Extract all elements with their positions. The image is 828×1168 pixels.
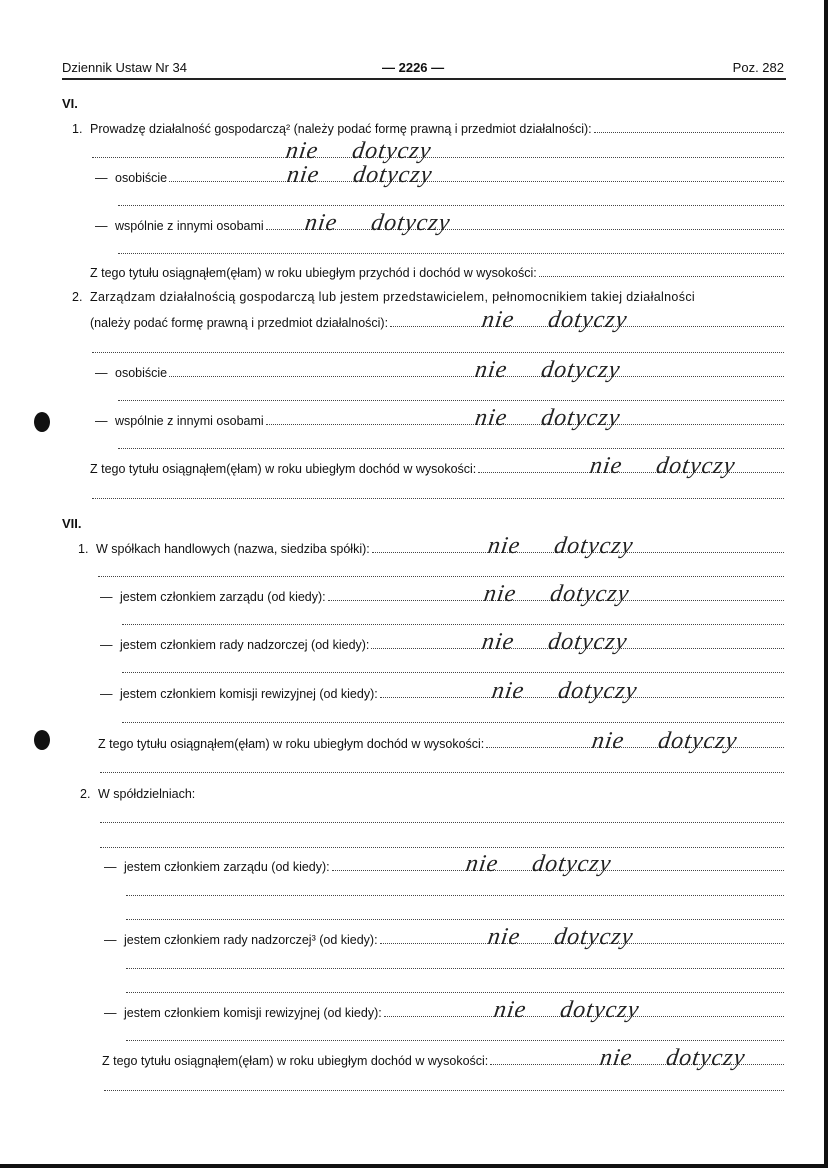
handwritten-answer: nie dotyczy [590, 728, 740, 754]
vi-1-income-row[interactable]: Z tego tytułu osiągnąłem(ęłam) w roku ub… [90, 264, 784, 280]
punch-hole [34, 730, 50, 750]
field-label: Z tego tytułu osiągnąłem(ęłam) w roku ub… [98, 737, 485, 751]
vi-2-personal-row[interactable]: — osobiście nie dotyczy [95, 357, 784, 383]
field-label: W spółdzielniach: [98, 787, 196, 801]
vi-2-income-line[interactable] [90, 486, 784, 502]
handwritten-answer: nie dotyczy [303, 210, 453, 236]
item-number: 1. [72, 122, 83, 136]
handwritten-answer: nie dotyczy [588, 453, 738, 479]
field-label: osobiście [115, 366, 168, 380]
page-number: — 2226 — [382, 60, 445, 75]
vi-2-income-row[interactable]: Z tego tytułu osiągnąłem(ęłam) w roku ub… [90, 453, 784, 479]
header-rule [62, 78, 786, 80]
vii-1-audit-row[interactable]: — jestem członkiem komisji rewizyjnej (od… [100, 678, 784, 704]
vi-1-personal-row[interactable]: — osobiście nie dotyczy [95, 162, 784, 188]
vii-1-line[interactable] [96, 564, 784, 580]
dash: — [95, 219, 108, 233]
dash: — [95, 366, 108, 380]
field-label: jestem członkiem zarządu (od kiedy): [120, 590, 326, 604]
vii-1-row[interactable]: 1. W spółkach handlowych (nazwa, siedzib… [78, 533, 784, 559]
vii-1-board-line[interactable] [120, 612, 784, 628]
vi-2-line[interactable] [90, 340, 784, 356]
vii-1-audit-line[interactable] [120, 710, 784, 726]
field-label: wspólnie z innymi osobami [115, 414, 264, 428]
section-vi-heading: VI. [62, 96, 78, 111]
field-label: jestem członkiem rady nadzorczej³ (od ki… [124, 933, 378, 947]
field-label: Z tego tytułu osiągnąłem(ęłam) w roku ub… [90, 462, 477, 476]
field-label: wspólnie z innymi osobami [115, 219, 264, 233]
field-label: Prowadzę działalność gospodarczą² (należ… [90, 122, 592, 136]
vii-2-board-line[interactable] [124, 907, 784, 923]
dash: — [100, 687, 113, 701]
vi-1-personal-line[interactable] [116, 193, 784, 209]
field-label: Z tego tytułu osiągnąłem(ęłam) w roku ub… [102, 1054, 489, 1068]
vi-2-joint-line[interactable] [116, 436, 784, 452]
vii-1-board-row[interactable]: — jestem członkiem zarządu (od kiedy): ni… [100, 581, 784, 607]
handwritten-answer: nie dotyczy [480, 629, 630, 655]
section-vii-heading: VII. [62, 516, 82, 531]
vii-2-income-line[interactable] [102, 1078, 784, 1094]
handwritten-answer: nie dotyczy [486, 924, 636, 950]
handwritten-answer: nie dotyczy [486, 533, 636, 559]
vii-2-board-line[interactable] [124, 883, 784, 899]
field-label: W spółkach handlowych (nazwa, siedziba s… [96, 542, 370, 556]
dash: — [104, 933, 117, 947]
field-label: jestem członkiem zarządu (od kiedy): [124, 860, 330, 874]
handwritten-answer: nie dotyczy [598, 1045, 748, 1071]
vii-2-row: 2. W spółdzielniach: [80, 785, 784, 801]
vi-1-row[interactable]: 1. Prowadzę działalność gospodarczą² (na… [72, 120, 784, 136]
handwritten-answer: nie dotyczy [492, 997, 642, 1023]
vi-1-line[interactable]: nie dotyczy [90, 138, 784, 164]
handwritten-answer: nie dotyczy [473, 405, 623, 431]
field-label: jestem członkiem komisji rewizyjnej (od … [120, 687, 378, 701]
handwritten-answer: nie dotyczy [285, 162, 435, 188]
vii-2-board-row[interactable]: — jestem członkiem zarządu (od kiedy): ni… [104, 851, 784, 877]
vii-2-income-row[interactable]: Z tego tytułu osiągnąłem(ęłam) w roku ub… [102, 1045, 784, 1071]
dash: — [95, 414, 108, 428]
field-label: jestem członkiem komisji rewizyjnej (od … [124, 1006, 382, 1020]
punch-hole [34, 412, 50, 432]
vii-1-income-row[interactable]: Z tego tytułu osiągnąłem(ęłam) w roku ub… [98, 728, 784, 754]
vi-1-joint-row[interactable]: — wspólnie z innymi osobami nie dotyczy [95, 210, 784, 236]
vii-2-audit-line[interactable] [124, 1028, 784, 1044]
dash: — [104, 1006, 117, 1020]
handwritten-answer: nie dotyczy [284, 138, 434, 164]
vii-1-income-line[interactable] [98, 760, 784, 776]
dash: — [95, 171, 108, 185]
vi-2-row-2[interactable]: (należy podać formę prawną i przedmiot d… [90, 307, 784, 333]
handwritten-answer: nie dotyczy [490, 678, 640, 704]
field-label: jestem członkiem rady nadzorczej (od kie… [120, 638, 370, 652]
vii-2-line[interactable] [98, 810, 784, 826]
field-label: (należy podać formę prawną i przedmiot d… [90, 316, 389, 330]
field-label: Zarządzam działalnością gospodarczą lub … [90, 290, 696, 304]
dash: — [100, 590, 113, 604]
vi-2-joint-row[interactable]: — wspólnie z innymi osobami nie dotyczy [95, 405, 784, 431]
handwritten-answer: nie dotyczy [480, 307, 630, 333]
vii-1-supervisory-line[interactable] [120, 660, 784, 676]
handwritten-answer: nie dotyczy [482, 581, 632, 607]
vi-2-personal-line[interactable] [116, 388, 784, 404]
vi-2-row: 2. Zarządzam działalnością gospodarczą l… [72, 288, 784, 304]
item-number: 1. [78, 542, 89, 556]
vii-1-supervisory-row[interactable]: — jestem członkiem rady nadzorczej (od ki… [100, 629, 784, 655]
handwritten-answer: nie dotyczy [464, 851, 614, 877]
handwritten-answer: nie dotyczy [473, 357, 623, 383]
field-label: osobiście [115, 171, 168, 185]
journal-title: Dziennik Ustaw Nr 34 [62, 60, 187, 75]
item-number: 2. [72, 290, 83, 304]
item-number: 2. [80, 787, 91, 801]
scan-edge-bottom [0, 1164, 828, 1168]
vii-2-supervisory-line[interactable] [124, 980, 784, 996]
scan-edge [824, 0, 828, 1168]
vii-2-supervisory-row[interactable]: — jestem członkiem rady nadzorczej³ (od k… [104, 924, 784, 950]
position-number: Poz. 282 [732, 60, 784, 75]
vii-2-audit-row[interactable]: — jestem członkiem komisji rewizyjnej (od… [104, 997, 784, 1023]
field-label: Z tego tytułu osiągnąłem(ęłam) w roku ub… [90, 266, 537, 280]
vii-2-supervisory-line[interactable] [124, 956, 784, 972]
vi-1-joint-line[interactable] [116, 241, 784, 257]
dash: — [100, 638, 113, 652]
dash: — [104, 860, 117, 874]
vii-2-line[interactable] [98, 835, 784, 851]
